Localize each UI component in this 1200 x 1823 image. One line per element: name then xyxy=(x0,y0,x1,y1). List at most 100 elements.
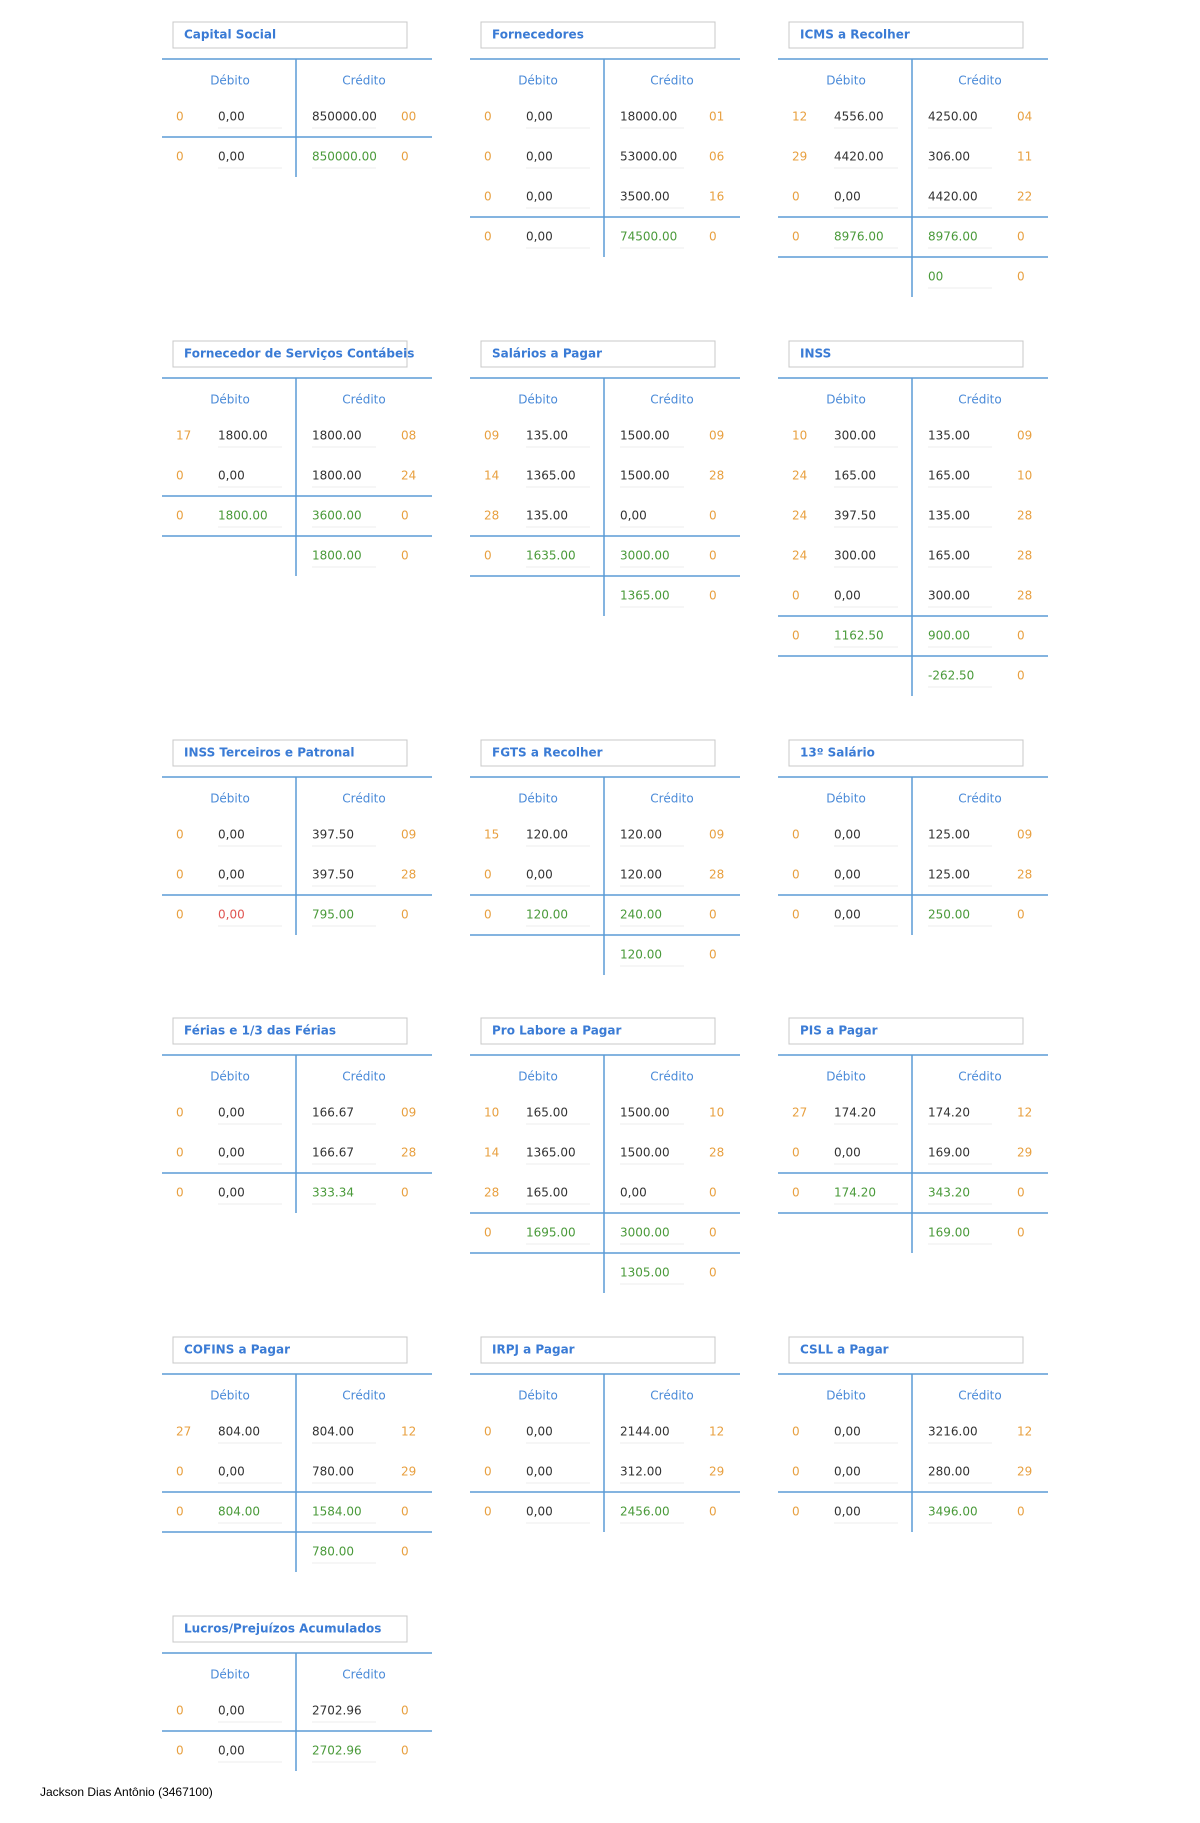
debit-value: 0,00 xyxy=(526,1465,553,1479)
balance-value: 1800.00 xyxy=(312,549,362,563)
total-credit-ref: 0 xyxy=(1017,629,1025,643)
credit-ref: 28 xyxy=(1017,549,1032,563)
debit-ref: 0 xyxy=(792,1465,800,1479)
debit-ref: 0 xyxy=(484,1425,492,1439)
title-box xyxy=(172,340,408,368)
credit-ref: 09 xyxy=(401,1106,416,1120)
total-debit-ref: 0 xyxy=(484,1505,492,1519)
debit-value: 0,00 xyxy=(218,110,245,124)
debit-ref: 0 xyxy=(484,110,492,124)
total-debit: 0,00 xyxy=(834,1505,861,1519)
total-credit-ref: 0 xyxy=(709,230,717,244)
debit-value: 0,00 xyxy=(218,868,245,882)
debit-ref: 0 xyxy=(176,1106,184,1120)
credit-ref: 16 xyxy=(709,190,724,204)
total-credit-ref: 0 xyxy=(709,549,717,563)
credit-ref: 11 xyxy=(1017,150,1032,164)
credit-ref: 01 xyxy=(709,110,724,124)
debit-ref: 28 xyxy=(484,509,499,523)
total-credit: 74500.00 xyxy=(620,230,677,244)
balance-value: 780.00 xyxy=(312,1545,354,1559)
credit-ref: 29 xyxy=(709,1465,724,1479)
debit-ref: 09 xyxy=(484,429,499,443)
total-debit: 804.00 xyxy=(218,1505,260,1519)
debit-header: Débito xyxy=(518,1070,558,1084)
total-debit-ref: 0 xyxy=(484,908,492,922)
debit-value: 0,00 xyxy=(526,150,553,164)
total-credit-ref: 0 xyxy=(401,1505,409,1519)
debit-ref: 0 xyxy=(792,1425,800,1439)
total-credit-ref: 0 xyxy=(401,509,409,523)
debit-ref: 0 xyxy=(176,868,184,882)
credit-value: 125.00 xyxy=(928,868,970,882)
debit-value: 397.50 xyxy=(834,509,876,523)
credit-ref: 0 xyxy=(709,1186,717,1200)
title-box xyxy=(788,1336,1024,1364)
total-debit: 0,00 xyxy=(834,908,861,922)
balance-ref: 0 xyxy=(1017,1226,1025,1240)
credit-header: Crédito xyxy=(958,1389,1001,1403)
credit-header: Crédito xyxy=(342,1389,385,1403)
debit-ref: 0 xyxy=(176,1465,184,1479)
total-debit: 120.00 xyxy=(526,908,568,922)
debit-ref: 17 xyxy=(176,429,191,443)
debit-value: 300.00 xyxy=(834,549,876,563)
account-title: INSS Terceiros e Patronal xyxy=(184,746,354,760)
credit-header: Crédito xyxy=(650,74,693,88)
credit-value: 850000.00 xyxy=(312,110,377,124)
debit-value: 0,00 xyxy=(526,868,553,882)
total-debit-ref: 0 xyxy=(792,1505,800,1519)
debit-ref: 28 xyxy=(484,1186,499,1200)
credit-value: 2144.00 xyxy=(620,1425,670,1439)
title-box xyxy=(788,340,1024,368)
credit-header: Crédito xyxy=(650,393,693,407)
total-debit-ref: 0 xyxy=(176,509,184,523)
debit-value: 1365.00 xyxy=(526,469,576,483)
debit-value: 0,00 xyxy=(834,1425,861,1439)
credit-ref: 12 xyxy=(401,1425,416,1439)
total-credit-ref: 0 xyxy=(709,908,717,922)
debit-header: Débito xyxy=(210,1070,250,1084)
total-debit-ref: 0 xyxy=(484,1226,492,1240)
total-debit: 1162.50 xyxy=(834,629,884,643)
credit-ref: 09 xyxy=(401,828,416,842)
total-credit: 900.00 xyxy=(928,629,970,643)
credit-value: 397.50 xyxy=(312,828,354,842)
total-debit-ref: 0 xyxy=(484,230,492,244)
account-title: PIS a Pagar xyxy=(800,1024,878,1038)
credit-header: Crédito xyxy=(958,393,1001,407)
credit-ref: 10 xyxy=(1017,469,1032,483)
debit-value: 135.00 xyxy=(526,509,568,523)
debit-ref: 29 xyxy=(792,150,807,164)
credit-value: 1500.00 xyxy=(620,1146,670,1160)
credit-ref: 12 xyxy=(1017,1425,1032,1439)
debit-header: Débito xyxy=(518,1389,558,1403)
credit-header: Crédito xyxy=(958,74,1001,88)
credit-value: 165.00 xyxy=(928,549,970,563)
debit-value: 0,00 xyxy=(218,1106,245,1120)
debit-ref: 10 xyxy=(792,429,807,443)
credit-value: 166.67 xyxy=(312,1146,354,1160)
debit-ref: 0 xyxy=(176,1146,184,1160)
debit-value: 0,00 xyxy=(834,589,861,603)
debit-value: 165.00 xyxy=(526,1106,568,1120)
credit-value: 125.00 xyxy=(928,828,970,842)
debit-ref: 15 xyxy=(484,828,499,842)
total-debit: 1800.00 xyxy=(218,509,268,523)
credit-ref: 00 xyxy=(401,110,416,124)
debit-ref: 0 xyxy=(792,1146,800,1160)
credit-ref: 09 xyxy=(1017,828,1032,842)
debit-header: Débito xyxy=(518,393,558,407)
debit-value: 0,00 xyxy=(218,1146,245,1160)
credit-value: 0,00 xyxy=(620,509,647,523)
debit-value: 0,00 xyxy=(834,868,861,882)
debit-ref: 24 xyxy=(792,469,807,483)
credit-value: 120.00 xyxy=(620,868,662,882)
balance-ref: 0 xyxy=(401,549,409,563)
total-debit-ref: 0 xyxy=(484,549,492,563)
credit-ref: 09 xyxy=(709,828,724,842)
total-debit: 174.20 xyxy=(834,1186,876,1200)
debit-header: Débito xyxy=(210,1389,250,1403)
debit-value: 0,00 xyxy=(834,1465,861,1479)
